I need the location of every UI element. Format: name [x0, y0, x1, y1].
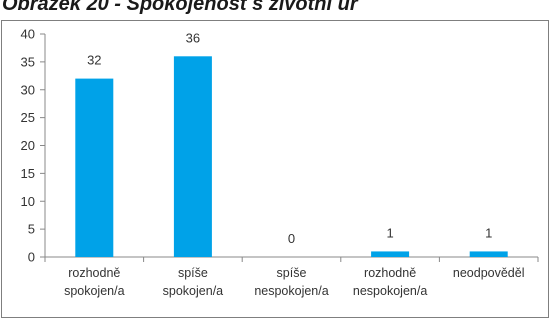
- x-tick-label: rozhodně: [68, 266, 120, 280]
- bar: [469, 251, 508, 257]
- x-tick-label: spíše: [178, 266, 208, 280]
- x-tick-label: nespokojen/a: [353, 284, 427, 298]
- y-tick-label: 5: [28, 222, 35, 237]
- chart-labels: 32 rozhodně spokojen/a 36 spíše spokojen/a 0 sp…: [64, 30, 524, 298]
- y-tick-label: 20: [21, 138, 35, 153]
- figure-caption: Obrázek 20 - Spokojenost s životní úr: [2, 0, 358, 15]
- x-tick-label: spokojen/a: [163, 284, 224, 298]
- data-label: 36: [186, 30, 200, 45]
- x-tick-label: rozhodně: [364, 266, 416, 280]
- bar: [371, 251, 410, 257]
- x-tick-label: spokojen/a: [64, 284, 125, 298]
- y-tick-label: 40: [21, 27, 35, 42]
- bar: [75, 78, 114, 257]
- data-label: 1: [386, 225, 393, 240]
- bar: [173, 56, 212, 257]
- chart-bars: [75, 56, 508, 257]
- y-tick-label: 15: [21, 166, 35, 181]
- y-tick-label: 10: [21, 194, 35, 209]
- y-tick-label: 25: [21, 110, 35, 125]
- x-tick-label: neodpověděl: [453, 266, 525, 280]
- data-label: 32: [87, 53, 101, 68]
- y-tick-label: 35: [21, 54, 35, 69]
- x-tick-label: spíše: [277, 266, 307, 280]
- y-tick-label: 30: [21, 82, 35, 97]
- y-tick-label: 0: [28, 250, 35, 265]
- data-label: 1: [485, 225, 492, 240]
- x-tick-label: nespokojen/a: [254, 284, 328, 298]
- data-label: 0: [288, 231, 295, 246]
